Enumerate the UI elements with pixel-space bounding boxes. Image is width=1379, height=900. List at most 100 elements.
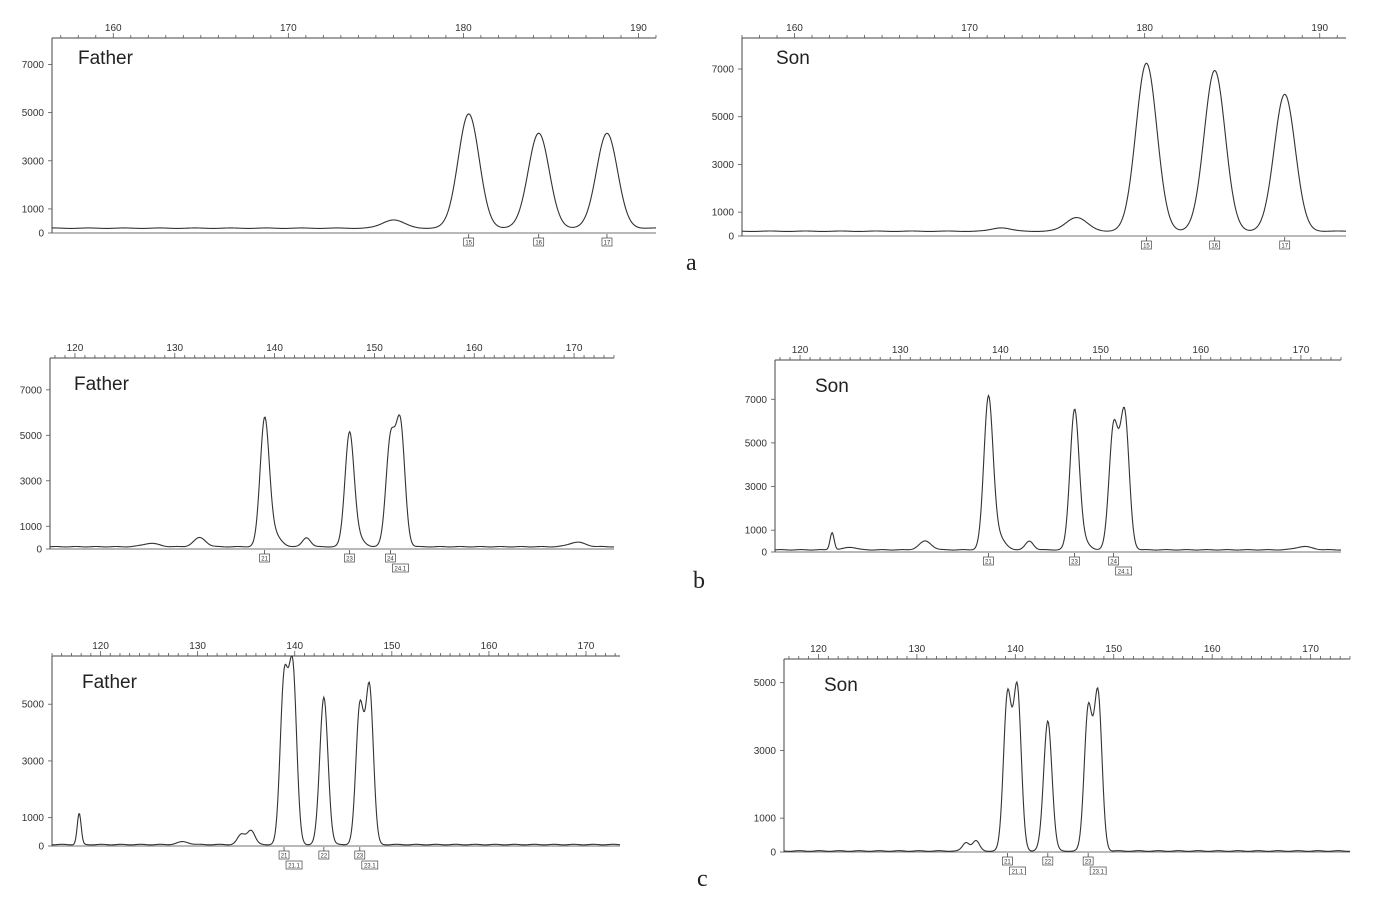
y-tick-label: 0 (728, 232, 734, 243)
allele-call-box (1108, 556, 1119, 566)
allele-call-box (1042, 856, 1054, 866)
allele-call-box (1279, 240, 1291, 250)
allele-call-label: 24 (1110, 560, 1117, 566)
allele-call-label: 15 (465, 241, 472, 247)
signal-trace (49, 414, 615, 548)
x-tick-label: 170 (280, 23, 297, 34)
x-tick-label: 190 (630, 23, 647, 34)
electropherogram-son-c: 120 130 140 150 160 170 0 1000 3000 5000 Son 2121.1… (754, 644, 1351, 876)
x-tick-label: 170 (578, 641, 595, 652)
signal-trace (52, 655, 621, 846)
sample-label: Son (824, 675, 858, 696)
y-tick-label: 1000 (712, 208, 735, 219)
sample-label: Father (74, 374, 130, 395)
y-tick-label: 0 (38, 842, 44, 853)
x-tick-label: 170 (961, 23, 978, 34)
allele-call-box (392, 563, 409, 573)
electropherogram-son-b: 120 130 140 150 160 170 0 1000 3000 5000 7000 Son 21… (745, 345, 1342, 576)
allele-call-label: 16 (1211, 244, 1218, 250)
x-tick-label: 180 (1136, 23, 1153, 34)
allele-call-box (601, 237, 613, 247)
allele-call-box (463, 237, 475, 247)
x-tick-label: 160 (466, 343, 483, 354)
x-tick-label: 120 (792, 345, 809, 356)
electropherogram-father-c: 120 130 140 150 160 1700100030005000Father212… (22, 641, 621, 870)
allele-call-label: 21.1 (288, 864, 300, 870)
allele-call-box (1115, 566, 1132, 576)
allele-call-box (354, 850, 366, 860)
y-tick-label: 7000 (745, 395, 768, 406)
x-tick-label: 160 (481, 641, 498, 652)
y-tick-label: 7000 (712, 65, 735, 76)
allele-call-box (1002, 856, 1013, 866)
allele-call-label: 21 (1004, 860, 1011, 866)
allele-call-box (1082, 856, 1094, 866)
y-tick-label: 7000 (22, 60, 45, 71)
allele-call-label: 23.1 (1092, 870, 1104, 876)
x-tick-label: 160 (1192, 345, 1209, 356)
y-tick-label: 5000 (20, 431, 43, 442)
y-tick-label: 3000 (22, 756, 45, 767)
allele-call-box (278, 850, 290, 860)
sample-label: Father (82, 672, 138, 693)
x-tick-label: 170 (1302, 644, 1319, 655)
y-tick-label: 3000 (754, 746, 777, 757)
electropherogram-father-b: 120 130 140 150 160 170 0 1000 3000 5000 7000 Fathe… (20, 343, 615, 573)
row-label-b: b (693, 568, 705, 594)
signal-trace (783, 680, 1351, 852)
allele-call-label: 23 (356, 854, 363, 860)
x-tick-label: 120 (67, 343, 84, 354)
x-tick-label: 130 (909, 644, 926, 655)
y-tick-label: 0 (36, 545, 42, 556)
allele-call-label: 17 (1281, 244, 1288, 250)
y-tick-label: 1000 (22, 813, 45, 824)
y-tick-label: 3000 (22, 156, 45, 167)
x-tick-label: 150 (1105, 644, 1122, 655)
y-tick-label: 5000 (745, 438, 768, 449)
x-tick-label: 140 (286, 641, 303, 652)
y-tick-label: 1000 (20, 522, 43, 533)
x-tick-label: 150 (366, 343, 383, 354)
x-tick-label: 120 (92, 641, 109, 652)
sample-label: Son (815, 376, 849, 397)
allele-call-label: 21 (261, 557, 268, 563)
y-tick-label: 5000 (22, 700, 45, 711)
allele-call-label: 23 (1071, 560, 1078, 566)
y-tick-label: 1000 (745, 526, 768, 537)
allele-call-label: 22 (321, 854, 328, 860)
allele-call-box (1141, 240, 1152, 250)
allele-call-box (285, 860, 303, 870)
allele-call-label: 24.1 (1118, 570, 1130, 576)
x-tick-label: 160 (105, 23, 122, 34)
allele-call-label: 24.1 (395, 567, 407, 573)
y-tick-label: 1000 (22, 204, 45, 215)
signal-trace (741, 62, 1347, 233)
x-tick-label: 140 (992, 345, 1009, 356)
allele-call-box (1009, 866, 1026, 875)
allele-call-label: 16 (535, 241, 542, 247)
allele-call-label: 17 (604, 241, 611, 247)
y-tick-label: 0 (761, 548, 767, 559)
sample-label: Father (78, 48, 134, 69)
x-tick-label: 160 (786, 23, 803, 34)
x-tick-label: 140 (266, 343, 283, 354)
x-tick-label: 130 (189, 641, 206, 652)
x-tick-label: 140 (1007, 644, 1024, 655)
allele-call-box (1089, 866, 1107, 875)
x-tick-label: 160 (1204, 644, 1221, 655)
x-tick-label: 130 (166, 343, 183, 354)
y-tick-label: 5000 (712, 112, 735, 123)
sample-label: Son (776, 48, 810, 69)
y-tick-label: 1000 (754, 814, 777, 825)
allele-call-box (259, 553, 270, 563)
allele-call-label: 21 (985, 560, 992, 566)
electropherogram-son-a: 160 170 180 190 0 1000 3000 5000 7000 Son 15 16 17 (712, 23, 1347, 250)
y-tick-label: 5000 (22, 108, 45, 119)
y-tick-label: 0 (770, 848, 776, 859)
row-label-c: c (697, 866, 708, 892)
allele-call-label: 21 (281, 854, 288, 860)
x-tick-label: 190 (1311, 23, 1328, 34)
y-tick-label: 3000 (745, 482, 768, 493)
signal-trace (774, 393, 1342, 551)
